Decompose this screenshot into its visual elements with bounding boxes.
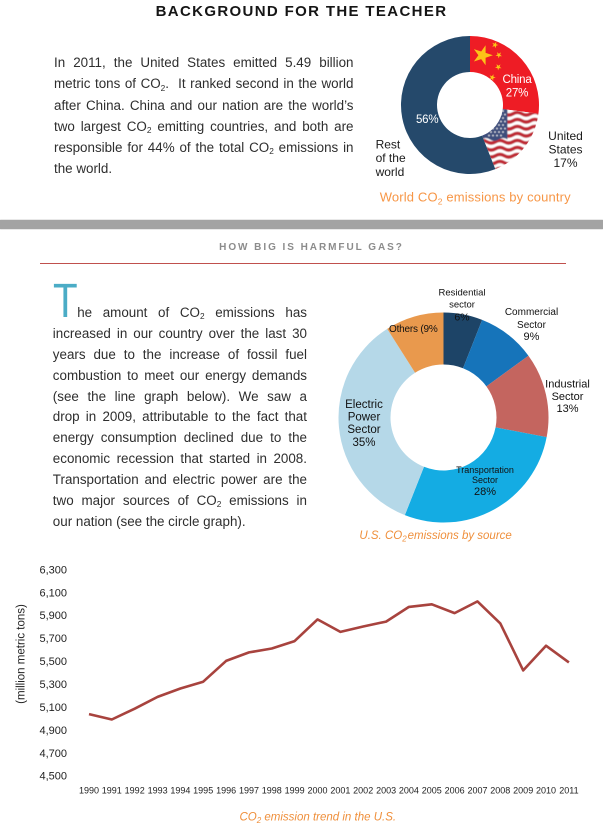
svg-text:China: China (502, 74, 532, 86)
svg-text:Rest: Rest (376, 137, 401, 151)
svg-text:of the: of the (376, 151, 406, 165)
svg-text:2000: 2000 (307, 786, 327, 796)
svg-text:35%: 35% (352, 437, 375, 449)
svg-text:2011: 2011 (559, 786, 578, 796)
svg-text:2008: 2008 (490, 786, 510, 796)
svg-text:28%: 28% (474, 486, 496, 498)
svg-text:17%: 17% (553, 156, 577, 170)
svg-text:Sector: Sector (517, 320, 547, 331)
svg-text:2009: 2009 (513, 786, 533, 796)
svg-text:1992: 1992 (125, 786, 145, 796)
svg-text:1997: 1997 (239, 786, 259, 796)
svg-text:2005: 2005 (422, 786, 442, 796)
svg-text:Sector: Sector (472, 475, 498, 485)
svg-text:2004: 2004 (399, 786, 419, 796)
svg-text:Others (9%: Others (9% (389, 324, 438, 335)
svg-text:2002: 2002 (353, 786, 373, 796)
svg-text:1999: 1999 (285, 786, 305, 796)
svg-text:world: world (375, 165, 405, 179)
svg-text:4,700: 4,700 (39, 748, 67, 760)
svg-text:6,100: 6,100 (39, 587, 67, 599)
svg-text:5,100: 5,100 (39, 702, 67, 714)
svg-text:States: States (548, 143, 582, 157)
svg-text:2003: 2003 (376, 786, 396, 796)
svg-text:CO2 emission trend in the U.S.: CO2 emission trend in the U.S. (240, 812, 397, 826)
svg-text:2007: 2007 (467, 786, 487, 796)
svg-text:4,500: 4,500 (39, 771, 67, 783)
svg-text:World CO2 emissions by country: World CO2 emissions by country (380, 190, 571, 207)
svg-text:56%: 56% (416, 114, 438, 126)
svg-text:13%: 13% (556, 403, 578, 415)
svg-text:U.S. CO2 emissions by source: U.S. CO2 emissions by source (359, 530, 511, 544)
svg-text:9%: 9% (524, 331, 540, 343)
svg-text:2006: 2006 (445, 786, 465, 796)
svg-text:Sector: Sector (552, 391, 584, 403)
svg-text:Electric: Electric (345, 399, 383, 411)
svg-text:Transportation: Transportation (456, 465, 514, 475)
svg-text:1996: 1996 (216, 786, 236, 796)
svg-text:2001: 2001 (330, 786, 350, 796)
svg-text:1998: 1998 (262, 786, 282, 796)
svg-text:Commercial: Commercial (505, 307, 558, 318)
svg-text:6%: 6% (454, 312, 469, 324)
svg-text:(million metric tons): (million metric tons) (16, 604, 28, 704)
svg-text:United: United (548, 129, 583, 143)
svg-text:Power: Power (348, 412, 381, 424)
svg-text:1994: 1994 (170, 786, 190, 796)
svg-text:2010: 2010 (536, 786, 556, 796)
svg-text:1991: 1991 (102, 786, 122, 796)
svg-text:6,300: 6,300 (39, 564, 67, 576)
svg-text:1995: 1995 (193, 786, 213, 796)
svg-text:4,900: 4,900 (39, 725, 67, 737)
svg-text:27%: 27% (506, 88, 528, 100)
svg-text:1993: 1993 (148, 786, 168, 796)
svg-text:5,700: 5,700 (39, 633, 67, 645)
svg-text:Residential: Residential (439, 288, 486, 299)
svg-text:sector: sector (449, 300, 475, 311)
svg-text:5,900: 5,900 (39, 610, 67, 622)
svg-text:5,300: 5,300 (39, 679, 67, 691)
svg-text:Industrial: Industrial (545, 379, 590, 391)
svg-text:Sector: Sector (347, 424, 380, 436)
svg-text:1990: 1990 (79, 786, 99, 796)
svg-text:5,500: 5,500 (39, 656, 67, 668)
